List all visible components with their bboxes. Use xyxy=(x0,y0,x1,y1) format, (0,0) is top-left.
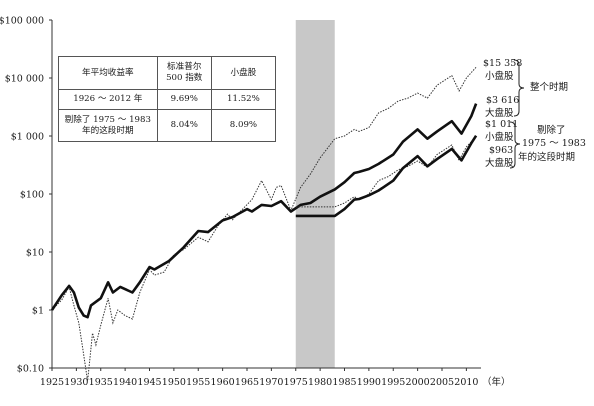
x-tick-label: 1975 xyxy=(284,377,308,388)
table-cell: 剔除了 1975 ～ 1983 年的这段时期 xyxy=(58,109,158,142)
y-tick-label: $1 xyxy=(32,306,44,317)
series-line xyxy=(295,136,477,208)
end-label-large-full-value: $3 616 xyxy=(486,95,519,106)
end-label-small-full-name: 小盘股 xyxy=(485,70,514,82)
y-tick-label: $100 000 xyxy=(0,16,44,27)
y-tick-label: $100 xyxy=(20,190,44,201)
table-header-cell: 标准普尔500 指数 xyxy=(156,56,212,90)
x-tick-label: 2000 xyxy=(406,377,430,388)
label-excluded-line2: 1975 ～ 1983 xyxy=(522,138,586,149)
x-tick-label: 1965 xyxy=(235,377,259,388)
table-header-cell: 年平均收益率 xyxy=(58,56,158,90)
table-cell: 8.09% xyxy=(210,109,277,142)
x-tick-label: 1930 xyxy=(64,377,88,388)
series-line xyxy=(50,103,478,319)
x-tick-label: 1950 xyxy=(162,377,186,388)
x-tick-label: 1985 xyxy=(332,377,356,388)
end-label-small-full-value: $15 358 xyxy=(483,58,522,69)
x-tick-label: 1925 xyxy=(40,377,64,388)
end-label-small-excl-name: 小盘股 xyxy=(485,131,514,143)
returns-table: 年平均收益率 标准普尔500 指数 小盘股 1926 ～ 2012 年 9.69… xyxy=(58,56,277,142)
table-header-row: 年平均收益率 标准普尔500 指数 小盘股 xyxy=(58,56,277,90)
table-row: 1926 ～ 2012 年 9.69% 11.52% xyxy=(58,89,277,110)
label-excluded-line1: 剔除了 xyxy=(537,124,566,136)
x-tick-label: 1995 xyxy=(381,377,405,388)
x-tick-label: 2005 xyxy=(430,377,454,388)
x-tick-label: 1960 xyxy=(211,377,235,388)
table-row: 剔除了 1975 ～ 1983 年的这段时期 8.04% 8.09% xyxy=(58,109,277,142)
end-label-large-excl-name: 大盘股 xyxy=(485,157,514,169)
brace-whole-period xyxy=(513,59,525,117)
end-label-small-excl-value: $1 011 xyxy=(485,119,518,130)
table-cell: 9.69% xyxy=(156,89,212,110)
x-tick-label: 1955 xyxy=(186,377,210,388)
series-line xyxy=(51,66,477,381)
x-tick-label: 1970 xyxy=(259,377,283,388)
table-header-cell: 小盘股 xyxy=(210,56,277,90)
x-tick-label: 1945 xyxy=(137,377,161,388)
table-cell: 11.52% xyxy=(210,89,277,110)
x-tick-label: 1935 xyxy=(89,377,113,388)
table-cell: 8.04% xyxy=(156,109,212,142)
y-tick-label: $0.10 xyxy=(17,364,44,375)
label-whole-period: 整个时期 xyxy=(530,81,568,93)
brace-excluded-period xyxy=(509,121,521,169)
y-tick-label: $10 xyxy=(26,248,44,259)
shaded-period-band xyxy=(295,20,335,368)
end-label-large-full-name: 大盘股 xyxy=(485,107,514,119)
x-tick-label: 1990 xyxy=(357,377,381,388)
y-tick-label: $1 000 xyxy=(11,132,44,143)
x-axis-unit-label: （年） xyxy=(482,376,511,388)
x-tick-label: 2010 xyxy=(454,377,478,388)
x-tick-label: 1980 xyxy=(308,377,332,388)
y-tick-label: $10 000 xyxy=(5,74,44,85)
table-cell: 1926 ～ 2012 年 xyxy=(58,89,158,110)
series-line xyxy=(295,134,478,218)
x-tick-label: 1940 xyxy=(113,377,137,388)
end-label-large-excl-value: $963 xyxy=(489,145,513,156)
label-excluded-line3: 年的这段时期 xyxy=(518,151,575,163)
